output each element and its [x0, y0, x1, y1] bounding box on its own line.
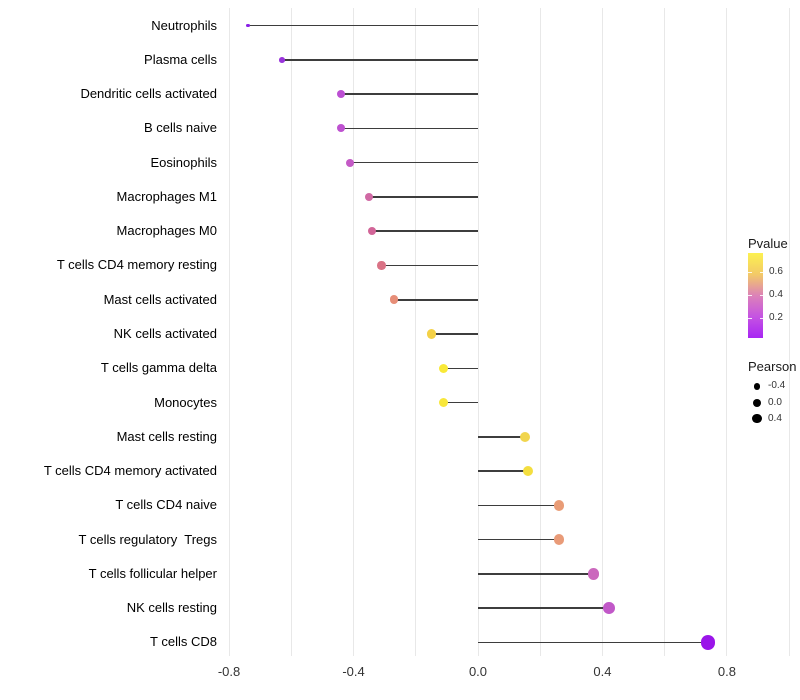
category-label: Macrophages M0 [116, 223, 217, 239]
category-label: T cells CD8 [150, 634, 217, 650]
data-point [553, 534, 565, 545]
category-label: Dendritic cells activated [80, 86, 217, 102]
stem-segment [247, 24, 478, 27]
stem-segment [478, 436, 525, 438]
pvalue-tickmark-right [759, 295, 763, 297]
stem-segment [478, 470, 528, 472]
pvalue-tickmark-left [748, 317, 752, 319]
pvalue-tick-label: 0.4 [769, 289, 783, 301]
category-label: T cells regulatory Tregs [78, 531, 217, 547]
x-tick-label: 0.4 [593, 664, 612, 679]
data-point [602, 602, 615, 615]
gridline-x--0.8 [228, 8, 230, 656]
gridline-x--0.6 [290, 8, 292, 656]
pvalue-tickmark-right [759, 317, 763, 319]
pvalue-tick-label: 0.2 [769, 311, 783, 323]
data-point [439, 363, 449, 373]
category-label: Macrophages M1 [116, 188, 217, 204]
data-point [346, 158, 355, 167]
data-point [439, 397, 449, 408]
gridline-x-0.8 [726, 8, 728, 656]
gridline-x-0.2 [539, 8, 541, 656]
stem-segment [341, 93, 478, 95]
pvalue-tickmark-right [759, 272, 763, 274]
stem-segment [341, 127, 478, 130]
pearson-size-dot [753, 383, 761, 390]
category-label: T cells CD4 memory activated [43, 463, 217, 479]
pearson-size-label: 0.4 [768, 412, 782, 424]
category-label: T cells CD4 naive [115, 497, 217, 513]
data-point [377, 261, 386, 270]
data-point [245, 23, 250, 28]
data-point [522, 466, 533, 477]
pvalue-tickmark-left [748, 295, 752, 297]
gridline-x--0.2 [415, 8, 417, 656]
stem-segment [478, 607, 609, 609]
stem-segment [478, 538, 559, 541]
data-point [364, 192, 374, 202]
data-point [279, 57, 285, 63]
category-label: Monocytes [154, 394, 217, 410]
gridline-x-0 [477, 8, 479, 656]
data-point [519, 431, 530, 442]
data-point [337, 90, 346, 99]
data-point [426, 329, 436, 339]
x-tick-label: 0.8 [717, 664, 736, 679]
stem-segment [350, 161, 478, 164]
stem-segment [372, 230, 478, 232]
data-point [389, 295, 399, 305]
category-label: T cells follicular helper [88, 565, 217, 581]
stem-segment [443, 367, 478, 370]
category-label: T cells CD4 memory resting [56, 257, 217, 273]
category-label: B cells naive [144, 120, 217, 136]
pvalue-colorbar [748, 253, 763, 338]
category-label: Mast cells resting [116, 428, 217, 444]
category-label: NK cells activated [113, 326, 217, 342]
category-label: Eosinophils [150, 154, 218, 170]
pvalue-tick-label: 0.6 [769, 266, 783, 278]
x-tick-label: -0.4 [342, 664, 365, 679]
pvalue-legend-title: Pvalue [748, 236, 788, 251]
category-label: T cells gamma delta [100, 360, 217, 376]
pearson-size-label: 0.0 [768, 396, 782, 408]
category-label: Mast cells activated [103, 291, 217, 307]
category-label: NK cells resting [126, 600, 217, 616]
gridline-x-0.6 [664, 8, 666, 656]
stem-segment [478, 573, 594, 575]
pearson-size-dot [753, 398, 761, 407]
stem-segment [443, 401, 478, 404]
data-point [553, 500, 565, 511]
stem-segment [478, 504, 559, 507]
x-tick-label: 0.0 [468, 664, 488, 679]
data-point [367, 227, 377, 236]
stem-segment [478, 641, 709, 644]
data-point [587, 568, 599, 580]
x-tick-label: -0.8 [217, 664, 241, 679]
stem-segment [369, 196, 478, 198]
data-point [337, 124, 346, 133]
pearson-size-dot [752, 414, 762, 424]
category-label: Plasma cells [144, 51, 217, 67]
stem-segment [431, 333, 478, 335]
gridline-x-0.4 [601, 8, 603, 656]
pearson-size-label: -0.4 [768, 380, 786, 392]
pvalue-tickmark-left [748, 272, 752, 274]
gridline-x-1 [788, 8, 790, 656]
data-point [701, 635, 716, 650]
gridline-x--0.4 [353, 8, 355, 656]
stem-segment [393, 299, 478, 301]
stem-segment [381, 264, 478, 267]
stem-segment [281, 59, 478, 61]
pearson-legend-title: Pearson [748, 359, 797, 374]
category-label: Neutrophils [151, 17, 217, 33]
